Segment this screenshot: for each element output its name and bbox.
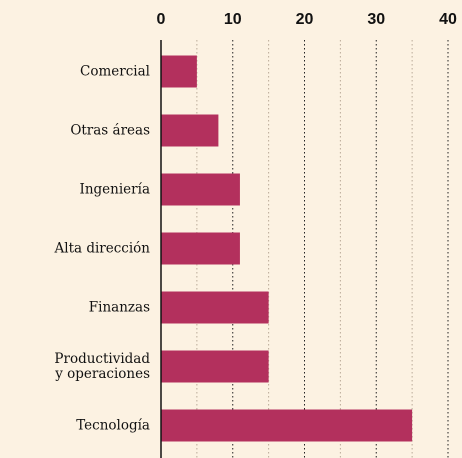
bar — [161, 114, 219, 147]
category-label: Ingeniería — [79, 181, 150, 197]
bar — [161, 232, 240, 265]
category-label: Alta dirección — [54, 240, 151, 256]
x-tick-label: 10 — [224, 11, 242, 28]
category-label: Productividad y operaciones — [54, 350, 150, 382]
category-label: Comercial — [80, 63, 150, 79]
x-tick-label: 20 — [296, 11, 314, 28]
category-label: Tecnología — [76, 417, 150, 433]
bar — [161, 409, 413, 442]
category-label: Finanzas — [88, 299, 150, 315]
bar — [161, 291, 269, 324]
bar — [161, 55, 197, 88]
bar — [161, 173, 240, 206]
bar — [161, 350, 269, 383]
x-tick-label: 30 — [367, 11, 385, 28]
category-label: Otras áreas — [70, 122, 150, 138]
x-tick-label: 0 — [157, 11, 166, 28]
x-tick-label: 40 — [439, 11, 457, 28]
